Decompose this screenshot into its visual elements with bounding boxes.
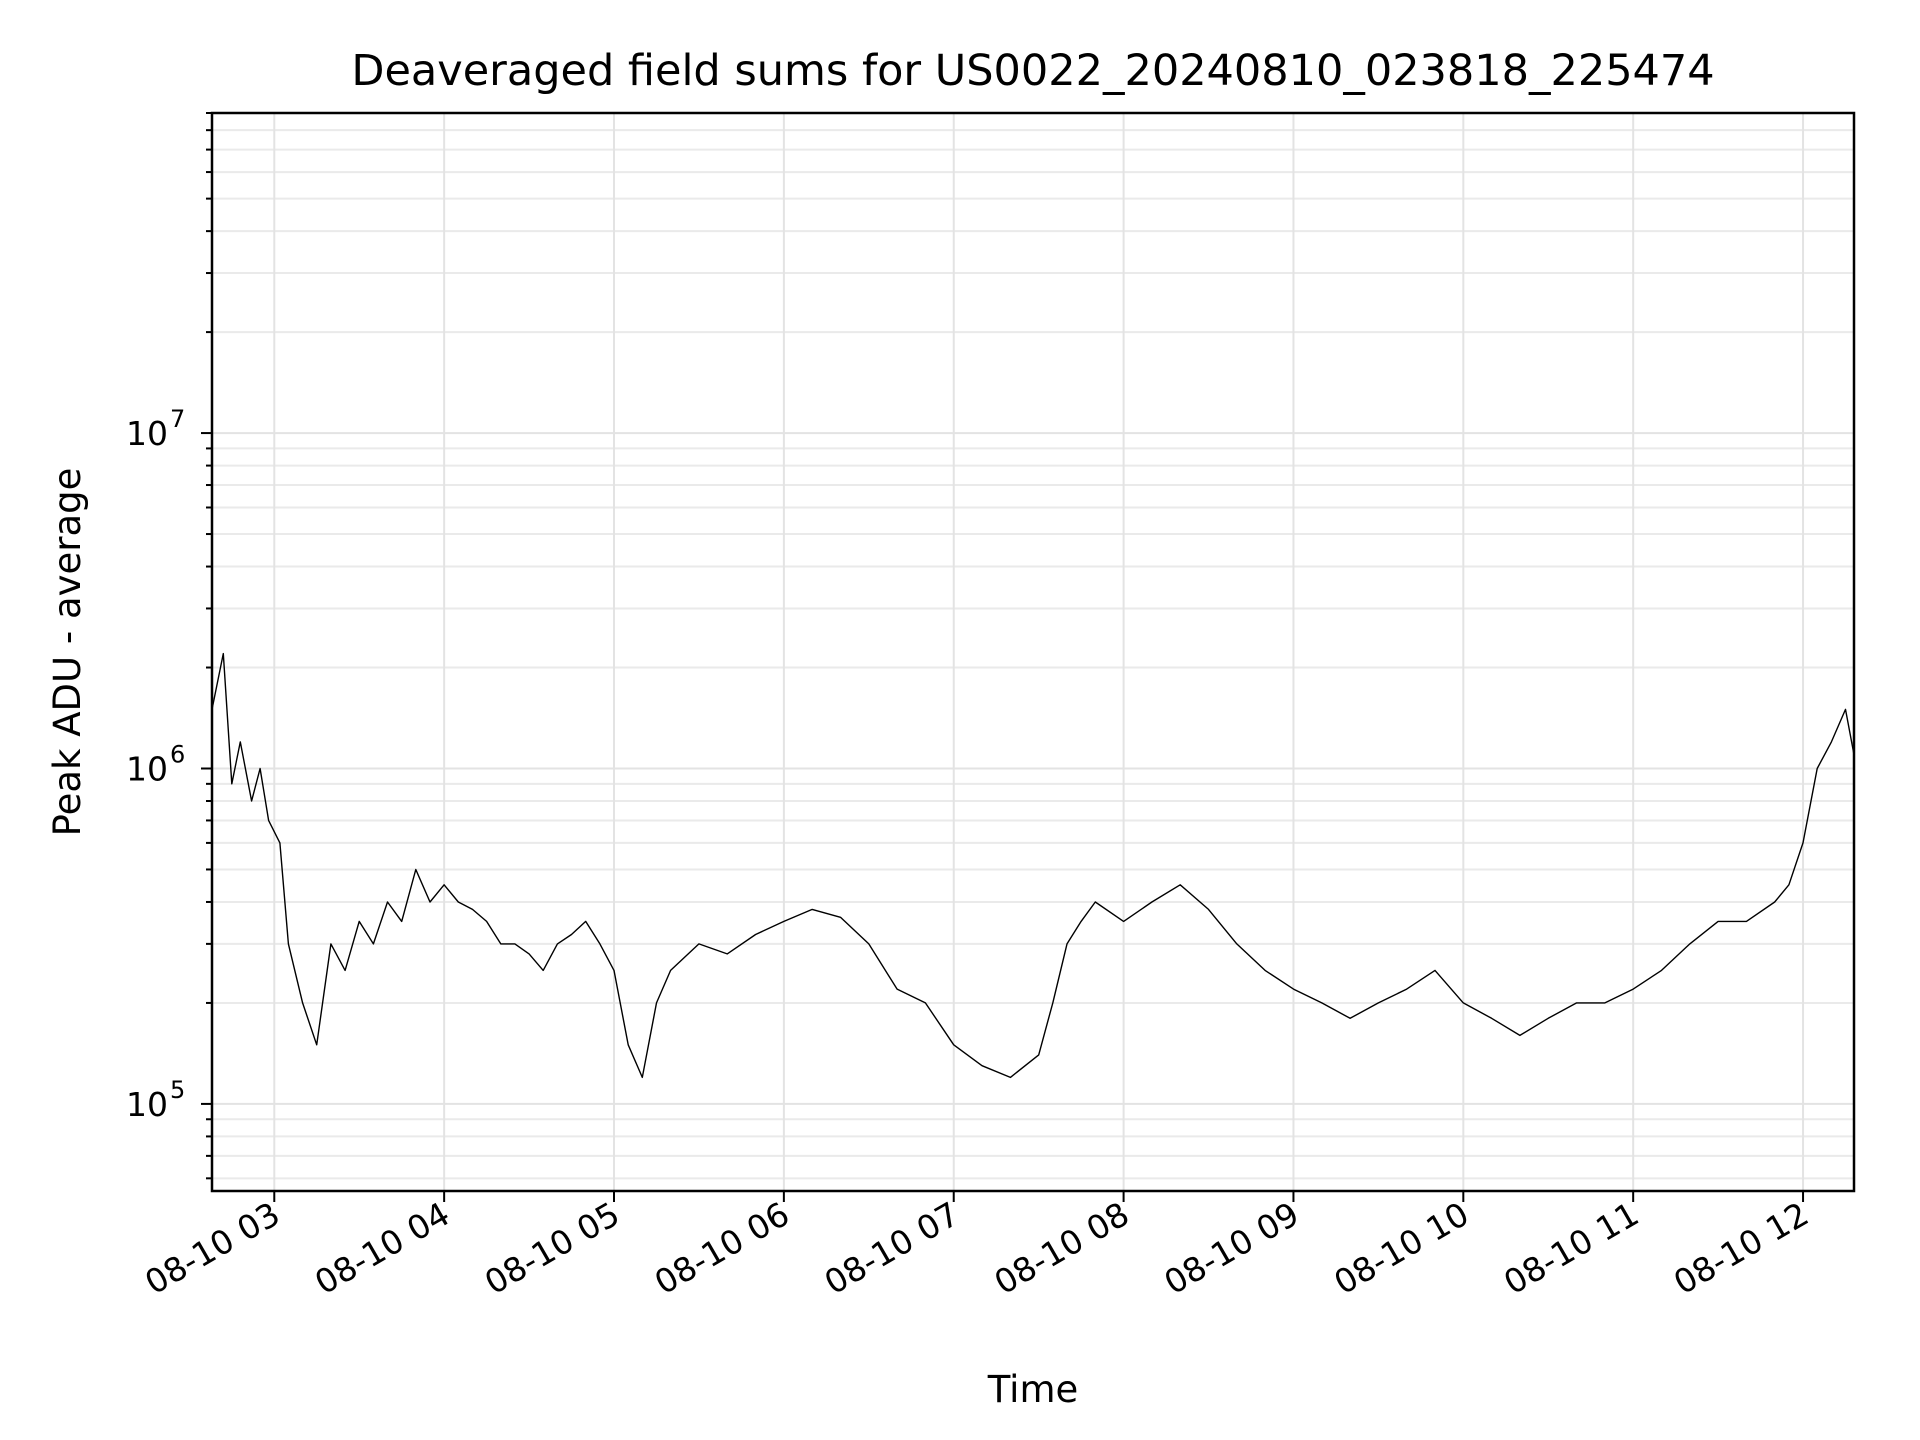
chart-title: Deaveraged field sums for US0022_2024081…: [351, 46, 1714, 96]
y-tick-label: 10: [126, 414, 168, 453]
series-layer: [211, 652, 1855, 1079]
y-tick-label: 10: [126, 749, 168, 788]
y-tick-exponent: 5: [170, 1076, 185, 1104]
x-axis-label: Time: [987, 1368, 1079, 1411]
y-tick-label: 10: [126, 1085, 168, 1124]
y-tick-exponent: 7: [170, 405, 185, 433]
plot-area-frame: [210, 111, 1856, 1193]
series-line: [211, 652, 1855, 1079]
grid: [212, 112, 1854, 1191]
y-axis-label: Peak ADU - average: [46, 468, 89, 837]
y-tick-exponent: 6: [170, 740, 185, 768]
